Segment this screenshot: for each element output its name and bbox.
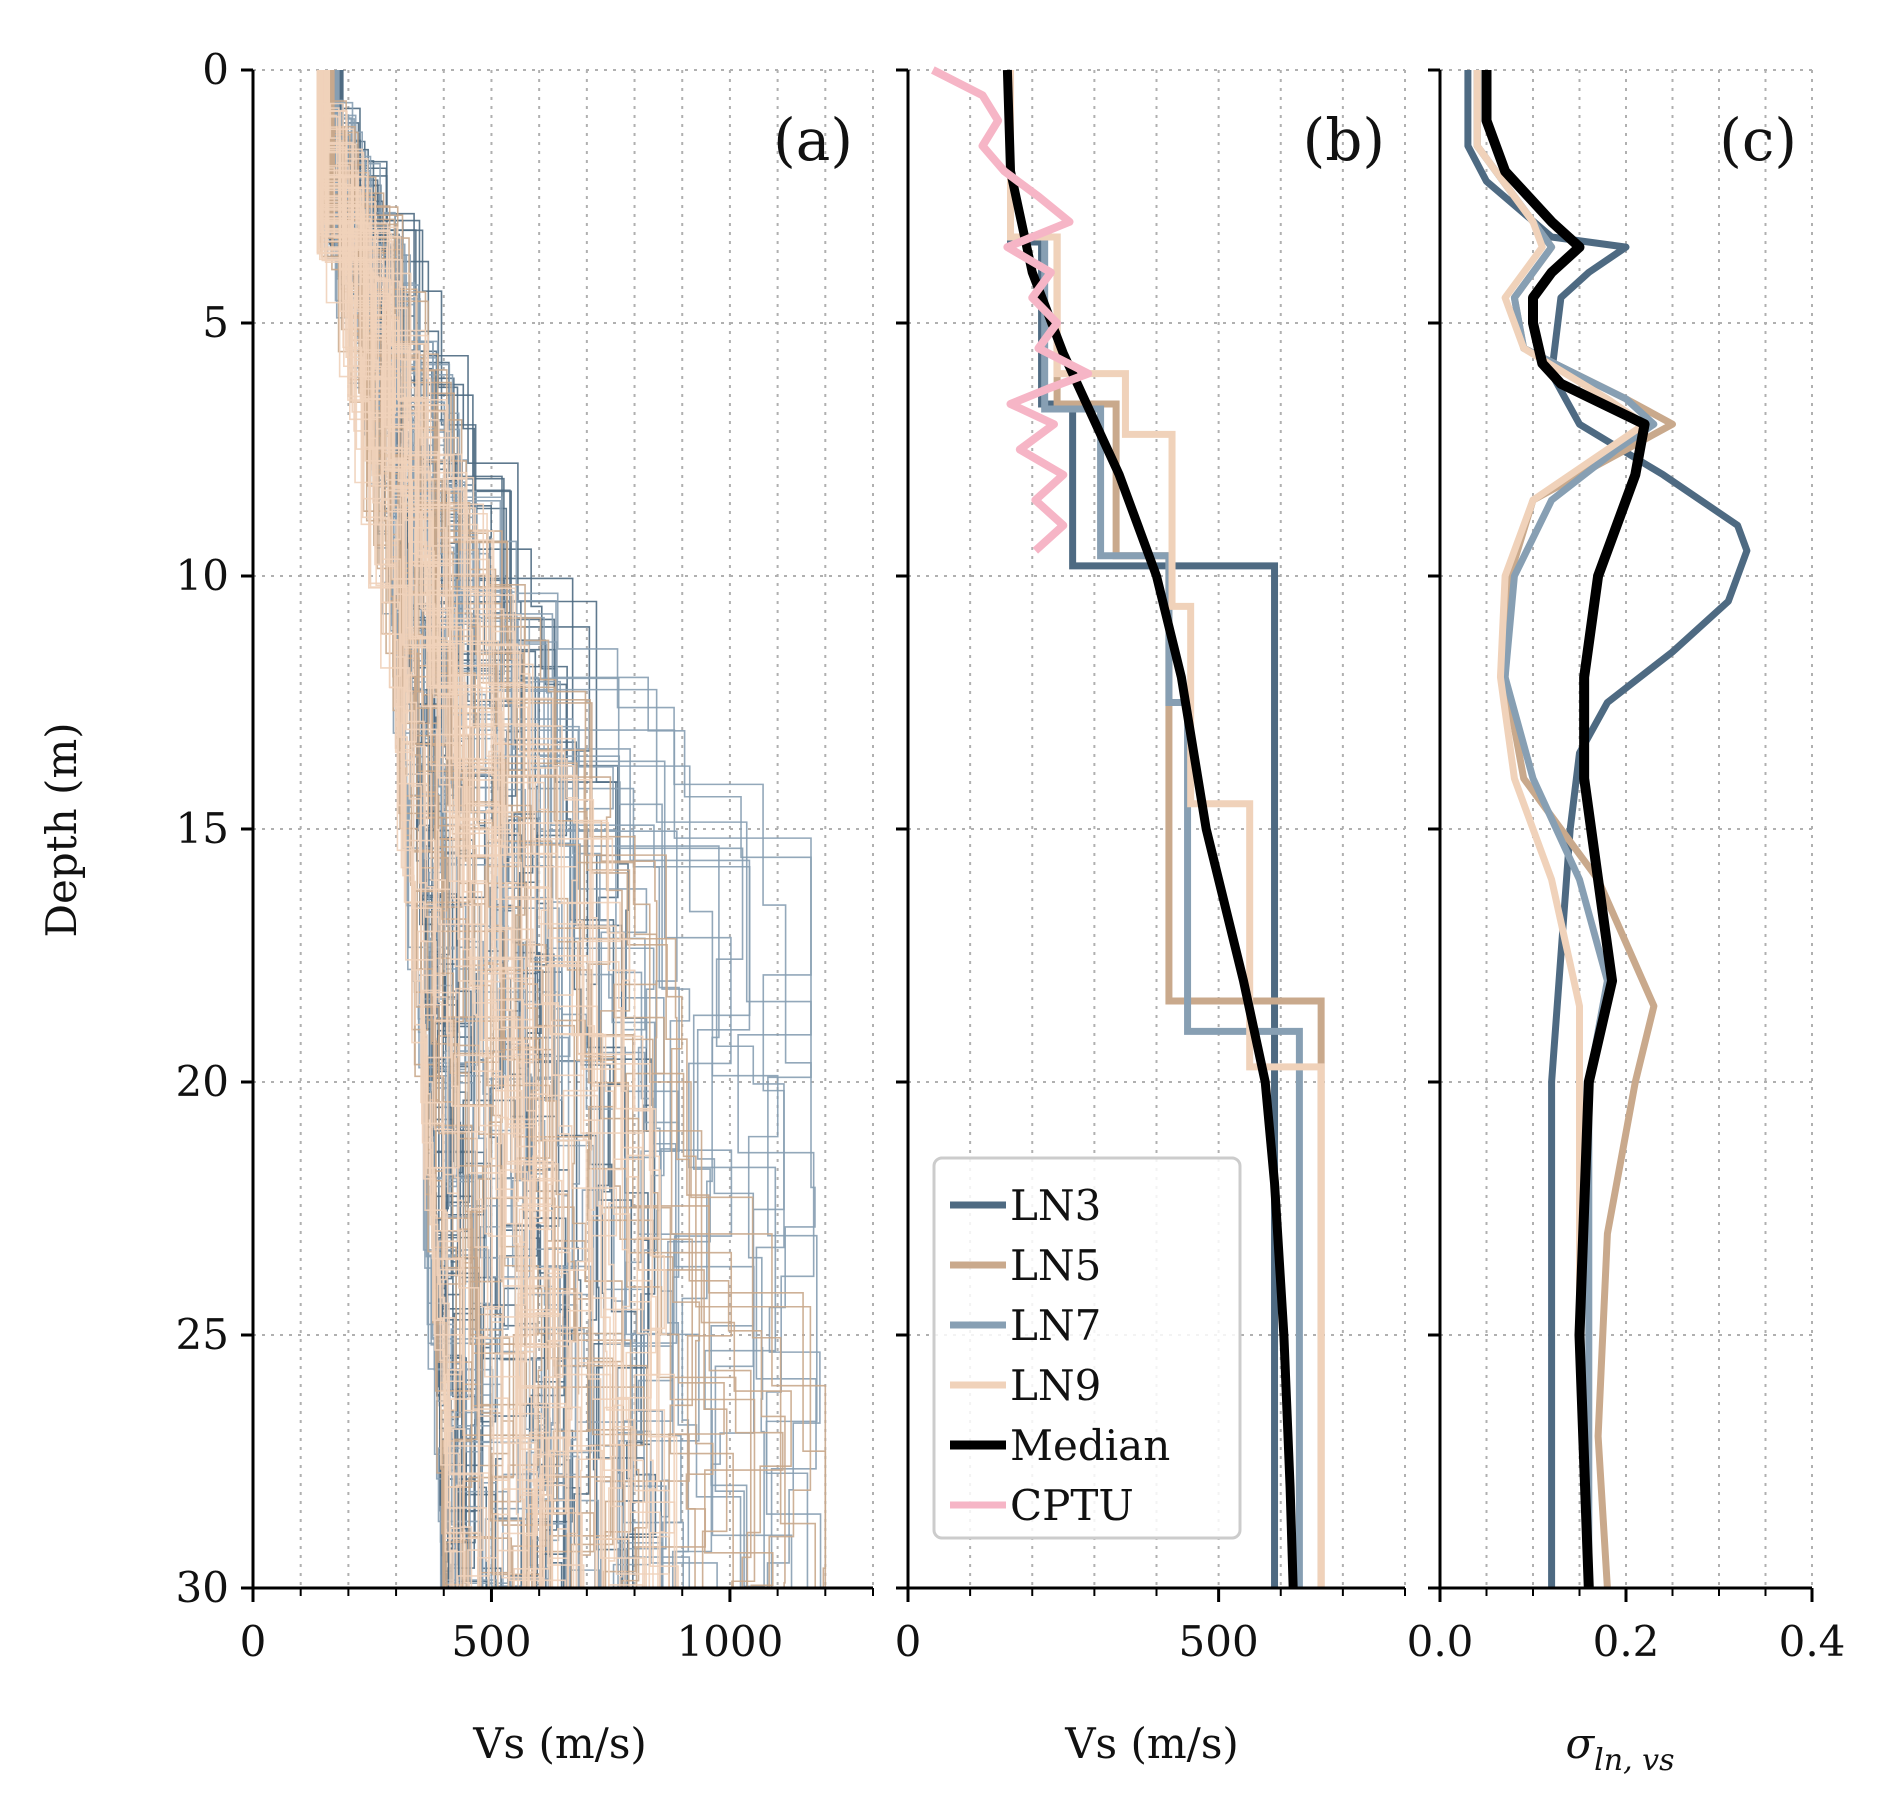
panel-a-profiles bbox=[316, 70, 827, 1588]
panel-a-x-axis-label: Vs (m/s) bbox=[472, 1719, 647, 1768]
panel-b-profiles bbox=[931, 66, 1325, 1589]
legend-label-cptu: CPTU bbox=[1010, 1481, 1134, 1530]
profile-line-ln9 bbox=[328, 70, 678, 1588]
panel-b: 0 500 Vs (m/s) (b) LN3 LN5 LN7 LN9 Median CPTU bbox=[895, 66, 1406, 1768]
y-axis-label: Depth (m) bbox=[37, 722, 86, 937]
profile-line-ln9 bbox=[317, 70, 490, 1588]
y-tick-label: 25 bbox=[176, 1310, 229, 1359]
panel-a: 0 5 10 15 20 25 30 0 500 1000 Vs (m/s) (a) bbox=[176, 45, 874, 1768]
panel-c-profiles bbox=[1464, 70, 1751, 1589]
profile-line-ln9 bbox=[321, 70, 554, 1588]
profile-line-ln9 bbox=[321, 70, 542, 1588]
panel-c: 0.0 0.2 0.4 σln, vs (c) bbox=[1407, 68, 1846, 1778]
y-tick-label: 15 bbox=[176, 804, 229, 853]
panel-b-x-ticks: 0 500 bbox=[895, 1588, 1406, 1666]
series-line-cptu bbox=[931, 66, 1093, 554]
legend-label-ln3: LN3 bbox=[1010, 1181, 1101, 1230]
profile-line-ln9 bbox=[324, 70, 623, 1588]
y-tick-label: 0 bbox=[202, 45, 229, 94]
x-tick-label: 1000 bbox=[676, 1617, 783, 1666]
profile-line-ln7 bbox=[335, 70, 785, 1588]
x-tick-label: 0.4 bbox=[1779, 1617, 1846, 1666]
y-tick-label: 20 bbox=[176, 1057, 229, 1106]
profile-line-ln7 bbox=[337, 70, 821, 1588]
x-tick-label: 500 bbox=[451, 1617, 531, 1666]
profile-line-ln9 bbox=[317, 70, 471, 1588]
series-line-median bbox=[1002, 69, 1298, 1589]
profile-line-ln9 bbox=[327, 70, 660, 1588]
profile-line-ln9 bbox=[326, 70, 666, 1588]
profile-line-ln9 bbox=[324, 70, 601, 1588]
legend: LN3 LN5 LN7 LN9 Median CPTU bbox=[932, 1156, 1242, 1540]
panel-a-x-ticks: 0 500 1000 bbox=[240, 1588, 874, 1666]
profile-line-ln9 bbox=[318, 70, 510, 1588]
profile-line-ln9 bbox=[316, 70, 473, 1588]
series-line-median bbox=[1481, 70, 1650, 1589]
series-line-ln3 bbox=[1464, 70, 1751, 1588]
panel-a-tag: (a) bbox=[773, 106, 853, 174]
panel-a-y-ticks: 0 5 10 15 20 25 30 bbox=[176, 45, 229, 1612]
panel-c-grid bbox=[1440, 69, 1813, 1589]
profile-line-ln5 bbox=[333, 70, 827, 1588]
profile-line-ln9 bbox=[316, 70, 462, 1588]
profile-line-ln9 bbox=[316, 70, 465, 1588]
profile-line-ln9 bbox=[319, 70, 537, 1588]
x-tick-label: 0.2 bbox=[1593, 1617, 1660, 1666]
profile-line-ln9 bbox=[327, 70, 657, 1588]
x-tick-label: 0 bbox=[240, 1617, 267, 1666]
panel-c-x-axis-label: σln, vs bbox=[1565, 1719, 1674, 1778]
x-tick-label: 0 bbox=[895, 1617, 922, 1666]
profile-line-ln9 bbox=[327, 70, 654, 1588]
profile-line-ln9 bbox=[326, 70, 670, 1588]
profile-line-ln5 bbox=[332, 70, 827, 1588]
profile-line-ln9 bbox=[326, 70, 676, 1588]
profile-line-ln9 bbox=[321, 70, 561, 1588]
panel-b-tag: (b) bbox=[1303, 106, 1385, 174]
legend-box bbox=[932, 1156, 1242, 1540]
panel-c-x-axis-subscript: ln, vs bbox=[1594, 1743, 1674, 1778]
profile-line-ln9 bbox=[325, 70, 644, 1588]
x-tick-label: 500 bbox=[1179, 1617, 1259, 1666]
profile-line-ln9 bbox=[321, 70, 558, 1588]
legend-label-ln9: LN9 bbox=[1010, 1361, 1101, 1410]
panel-c-x-axis-sigma: σ bbox=[1565, 1719, 1595, 1768]
series-line-ln9 bbox=[1473, 70, 1649, 1589]
profile-line-ln9 bbox=[328, 70, 667, 1588]
panel-c-x-ticks: 0.0 0.2 0.4 bbox=[1407, 1588, 1846, 1666]
panel-b-x-axis-label: Vs (m/s) bbox=[1064, 1719, 1239, 1768]
y-tick-label: 5 bbox=[202, 298, 229, 347]
legend-label-ln5: LN5 bbox=[1010, 1241, 1101, 1290]
profile-line-ln9 bbox=[316, 70, 466, 1588]
legend-label-ln7: LN7 bbox=[1010, 1301, 1101, 1350]
x-tick-label: 0.0 bbox=[1407, 1617, 1474, 1666]
legend-label-median: Median bbox=[1010, 1421, 1170, 1470]
profile-line-ln9 bbox=[318, 70, 499, 1588]
profile-line-ln9 bbox=[322, 70, 571, 1588]
profile-line-ln9 bbox=[320, 70, 528, 1588]
y-tick-label: 10 bbox=[176, 551, 229, 600]
profile-line-ln9 bbox=[323, 70, 612, 1588]
y-tick-label: 30 bbox=[176, 1563, 229, 1612]
profile-line-ln5 bbox=[320, 70, 522, 1588]
profile-line-ln9 bbox=[316, 70, 458, 1588]
panel-c-tag: (c) bbox=[1719, 106, 1797, 174]
panel-a-axes bbox=[241, 68, 873, 1590]
